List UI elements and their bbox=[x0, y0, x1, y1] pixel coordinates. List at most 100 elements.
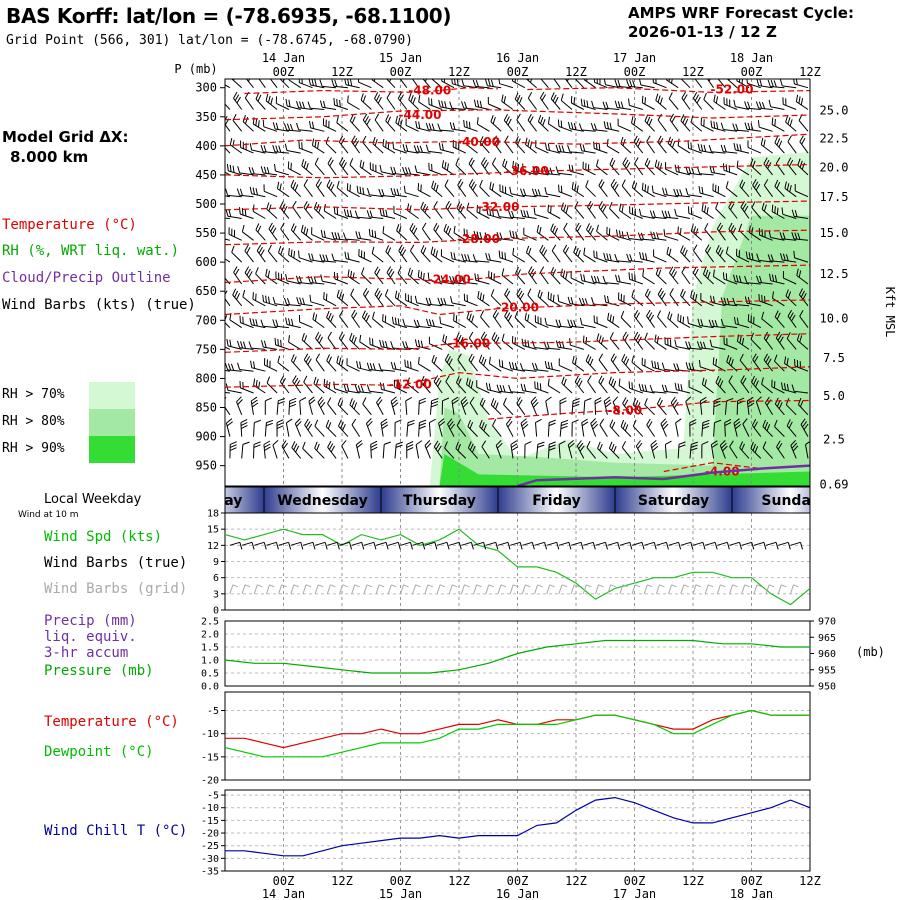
cross-barb bbox=[652, 367, 667, 372]
cross-barb bbox=[512, 254, 526, 263]
cross-barb-feather bbox=[354, 210, 358, 218]
cross-barb-feather bbox=[687, 141, 690, 149]
cross-barb bbox=[280, 381, 290, 394]
cross-barb bbox=[713, 400, 715, 415]
cross-barb-feather bbox=[218, 188, 220, 195]
cross-barb-feather bbox=[330, 184, 335, 191]
cross-barb-feather bbox=[214, 385, 216, 392]
cross-barb-feather bbox=[646, 290, 651, 298]
cross-barb bbox=[676, 215, 691, 219]
cross-barb bbox=[723, 303, 738, 307]
cross-barb-feather bbox=[501, 268, 505, 276]
cross-barb bbox=[501, 340, 514, 350]
cross-barb-feather bbox=[452, 276, 456, 284]
cross-barb-feather bbox=[425, 144, 429, 152]
true-wind-barb bbox=[497, 541, 509, 546]
cross-barb-feather bbox=[584, 298, 589, 306]
cross-barb bbox=[225, 171, 231, 176]
cross-barb-feather bbox=[397, 292, 400, 300]
true-wind-barb-feather bbox=[422, 542, 426, 550]
cross-barb-feather bbox=[266, 419, 274, 424]
cross-barb bbox=[456, 207, 467, 219]
cross-barb-feather bbox=[634, 400, 639, 407]
cross-barb-feather bbox=[331, 79, 335, 87]
cross-barb-feather bbox=[741, 79, 743, 84]
cross-barb-feather bbox=[288, 99, 291, 107]
cross-barb-feather bbox=[791, 209, 795, 217]
cross-barb-feather bbox=[274, 337, 277, 345]
true-wind-barb bbox=[778, 541, 789, 546]
cross-barb-feather bbox=[611, 160, 616, 167]
cross-barb bbox=[609, 447, 620, 459]
cross-barb-feather bbox=[771, 274, 775, 282]
cross-barb-feather bbox=[242, 441, 250, 445]
grid-wind-barb bbox=[339, 584, 344, 594]
precip-tick-label: 0.5 bbox=[201, 669, 219, 680]
cross-barb bbox=[664, 216, 679, 219]
cross-barb bbox=[510, 391, 525, 394]
cross-barb-feather bbox=[668, 79, 670, 82]
cross-barb bbox=[664, 194, 679, 198]
cross-barb-feather bbox=[689, 419, 697, 424]
cross-barb-feather bbox=[327, 440, 332, 448]
cross-barb bbox=[794, 190, 809, 198]
cross-barb bbox=[349, 339, 360, 350]
cross-barb bbox=[644, 120, 655, 132]
cross-barb-feather bbox=[786, 383, 789, 391]
cross-barb-feather bbox=[552, 294, 555, 302]
cross-barb bbox=[782, 259, 797, 263]
cross-barb-feather bbox=[574, 183, 577, 191]
cross-barb bbox=[469, 402, 479, 416]
panel-tick-label: -15 bbox=[201, 752, 219, 763]
cross-barb-feather bbox=[649, 314, 655, 322]
cross-barb-feather bbox=[437, 380, 442, 387]
cross-barb-feather bbox=[392, 402, 399, 408]
cross-barb-feather bbox=[420, 340, 424, 348]
cross-barb-feather bbox=[283, 123, 288, 131]
cross-barb-feather bbox=[657, 310, 662, 317]
cross-barb bbox=[689, 444, 692, 459]
cross-barb-feather bbox=[537, 189, 541, 197]
cross-barb bbox=[771, 386, 785, 394]
grid-wind-barb-feather bbox=[768, 584, 775, 588]
cross-barb bbox=[315, 338, 325, 350]
cross-barb-feather bbox=[767, 358, 772, 366]
cross-barb-feather bbox=[698, 186, 701, 194]
cross-barb bbox=[337, 404, 349, 416]
cross-barb-feather bbox=[495, 440, 502, 446]
cross-barb-feather bbox=[693, 244, 698, 252]
cross-barb bbox=[431, 187, 443, 198]
cross-barb-feather bbox=[694, 268, 699, 276]
cross-barb bbox=[301, 165, 313, 176]
cross-barb-feather bbox=[617, 101, 621, 109]
true-wind-barb bbox=[485, 541, 496, 546]
cross-barb-feather bbox=[440, 275, 444, 283]
cross-barb bbox=[535, 146, 549, 154]
cross-barb-feather bbox=[690, 290, 693, 298]
kft-tick-label: 10.0 bbox=[820, 312, 849, 326]
cross-barb-feather bbox=[602, 101, 606, 109]
cross-barb-feather bbox=[688, 362, 692, 370]
cross-barb-feather bbox=[492, 117, 496, 125]
cross-barb bbox=[487, 85, 502, 89]
cross-barb-feather bbox=[351, 309, 356, 317]
cross-barb bbox=[711, 302, 726, 307]
cross-barb-feather bbox=[384, 289, 389, 296]
cross-barb bbox=[334, 104, 349, 110]
cross-barb-feather bbox=[753, 421, 758, 429]
cross-barb-feather bbox=[591, 421, 598, 427]
cross-barb bbox=[455, 164, 467, 176]
cross-barb bbox=[244, 250, 254, 263]
cross-barb-feather bbox=[787, 117, 791, 125]
true-wind-barb-feather bbox=[312, 542, 316, 550]
cross-barb bbox=[466, 209, 478, 219]
cross-barb-feather bbox=[256, 244, 262, 251]
true-wind-barb-feather bbox=[324, 542, 328, 550]
cross-barb-feather bbox=[460, 205, 465, 213]
cross-barb-feather bbox=[702, 425, 710, 430]
cross-barb-feather bbox=[682, 247, 686, 255]
cross-barb-feather bbox=[571, 165, 574, 173]
cross-barb-feather bbox=[496, 442, 503, 449]
cross-barb-feather bbox=[491, 157, 497, 165]
cross-barb-feather bbox=[282, 79, 285, 83]
